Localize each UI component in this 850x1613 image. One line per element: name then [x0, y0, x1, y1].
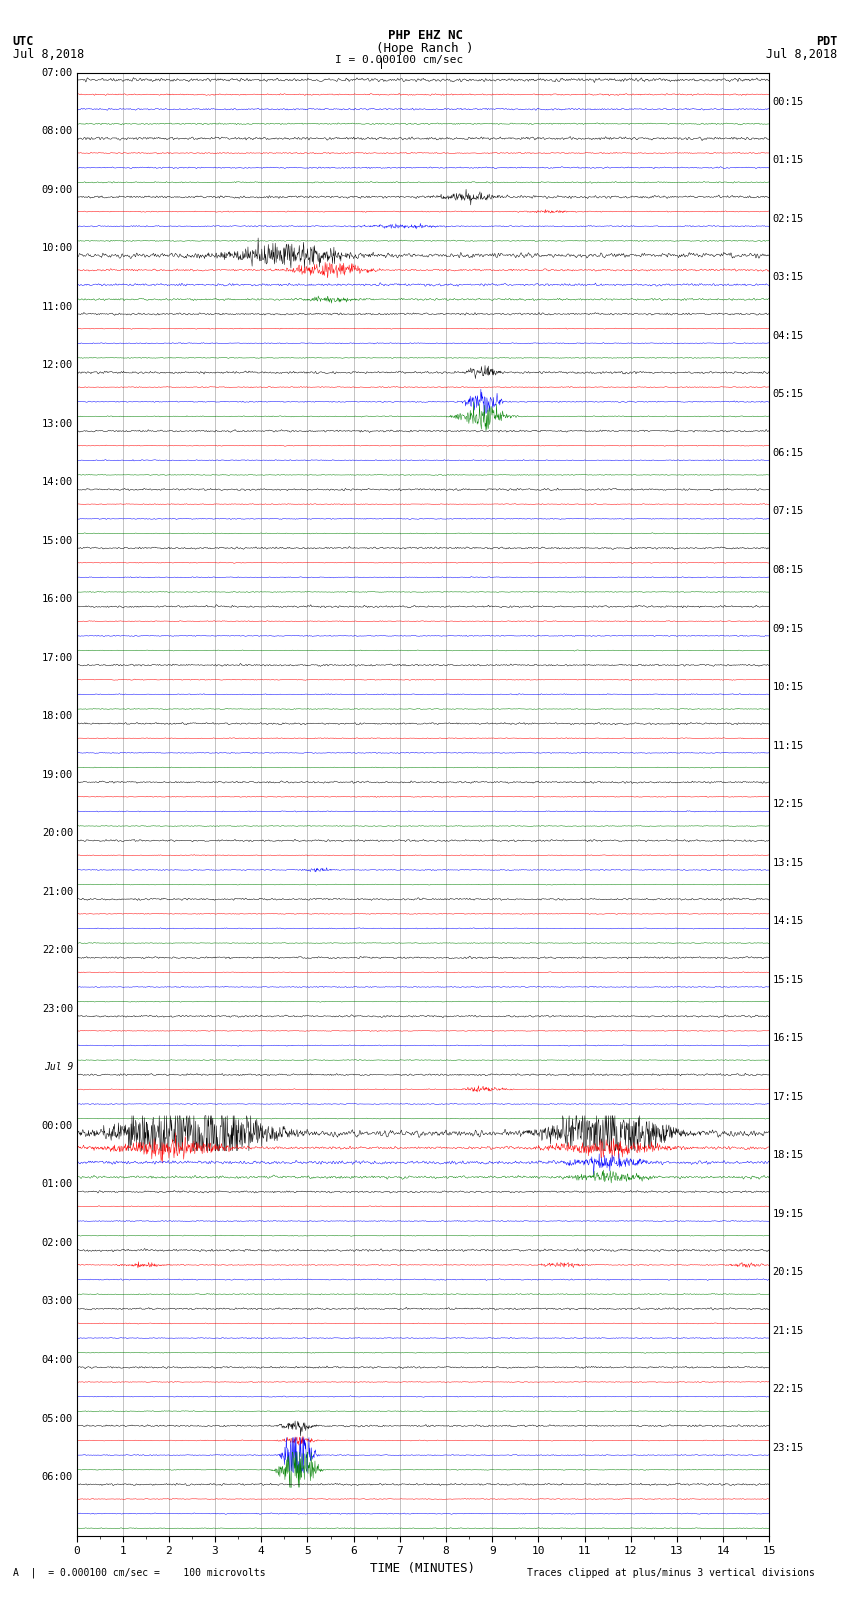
X-axis label: TIME (MINUTES): TIME (MINUTES) [371, 1561, 475, 1574]
Text: 17:15: 17:15 [773, 1092, 804, 1102]
Text: 09:00: 09:00 [42, 184, 73, 195]
Text: A  |  = 0.000100 cm/sec =    100 microvolts: A | = 0.000100 cm/sec = 100 microvolts [13, 1566, 265, 1578]
Text: 20:15: 20:15 [773, 1268, 804, 1277]
Text: 19:00: 19:00 [42, 769, 73, 779]
Text: 12:15: 12:15 [773, 798, 804, 810]
Text: 21:15: 21:15 [773, 1326, 804, 1336]
Text: 01:00: 01:00 [42, 1179, 73, 1189]
Text: 08:15: 08:15 [773, 565, 804, 574]
Text: UTC: UTC [13, 35, 34, 48]
Text: 14:00: 14:00 [42, 477, 73, 487]
Text: 09:15: 09:15 [773, 624, 804, 634]
Text: 14:15: 14:15 [773, 916, 804, 926]
Text: 08:00: 08:00 [42, 126, 73, 135]
Text: Jul 8,2018: Jul 8,2018 [13, 48, 84, 61]
Text: 02:00: 02:00 [42, 1239, 73, 1248]
Text: 05:00: 05:00 [42, 1413, 73, 1424]
Text: PDT: PDT [816, 35, 837, 48]
Text: 23:15: 23:15 [773, 1442, 804, 1453]
Text: 01:15: 01:15 [773, 155, 804, 166]
Text: 03:15: 03:15 [773, 273, 804, 282]
Text: 11:15: 11:15 [773, 740, 804, 750]
Text: 13:15: 13:15 [773, 858, 804, 868]
Text: 15:00: 15:00 [42, 536, 73, 545]
Text: 17:00: 17:00 [42, 653, 73, 663]
Text: I = 0.000100 cm/sec: I = 0.000100 cm/sec [336, 55, 463, 65]
Text: 12:00: 12:00 [42, 360, 73, 369]
Text: 02:15: 02:15 [773, 215, 804, 224]
Text: 23:00: 23:00 [42, 1003, 73, 1015]
Text: PHP EHZ NC: PHP EHZ NC [388, 29, 462, 42]
Text: 10:00: 10:00 [42, 244, 73, 253]
Text: 07:00: 07:00 [42, 68, 73, 77]
Text: 11:00: 11:00 [42, 302, 73, 311]
Text: 18:00: 18:00 [42, 711, 73, 721]
Text: 00:00: 00:00 [42, 1121, 73, 1131]
Text: Traces clipped at plus/minus 3 vertical divisions: Traces clipped at plus/minus 3 vertical … [527, 1568, 815, 1578]
Text: 21:00: 21:00 [42, 887, 73, 897]
Text: (Hope Ranch ): (Hope Ranch ) [377, 42, 473, 55]
Text: 04:00: 04:00 [42, 1355, 73, 1365]
Text: 06:00: 06:00 [42, 1473, 73, 1482]
Text: 22:15: 22:15 [773, 1384, 804, 1394]
Text: 16:15: 16:15 [773, 1034, 804, 1044]
Text: 10:15: 10:15 [773, 682, 804, 692]
Text: 19:15: 19:15 [773, 1208, 804, 1219]
Text: 20:00: 20:00 [42, 829, 73, 839]
Text: 03:00: 03:00 [42, 1297, 73, 1307]
Text: 05:15: 05:15 [773, 389, 804, 400]
Text: Jul 9: Jul 9 [43, 1063, 73, 1073]
Text: 15:15: 15:15 [773, 974, 804, 984]
Text: 18:15: 18:15 [773, 1150, 804, 1160]
Text: 22:00: 22:00 [42, 945, 73, 955]
Text: 13:00: 13:00 [42, 419, 73, 429]
Text: 07:15: 07:15 [773, 506, 804, 516]
Text: 00:15: 00:15 [773, 97, 804, 106]
Text: 04:15: 04:15 [773, 331, 804, 340]
Text: 06:15: 06:15 [773, 448, 804, 458]
Text: 16:00: 16:00 [42, 594, 73, 605]
Text: Jul 8,2018: Jul 8,2018 [766, 48, 837, 61]
